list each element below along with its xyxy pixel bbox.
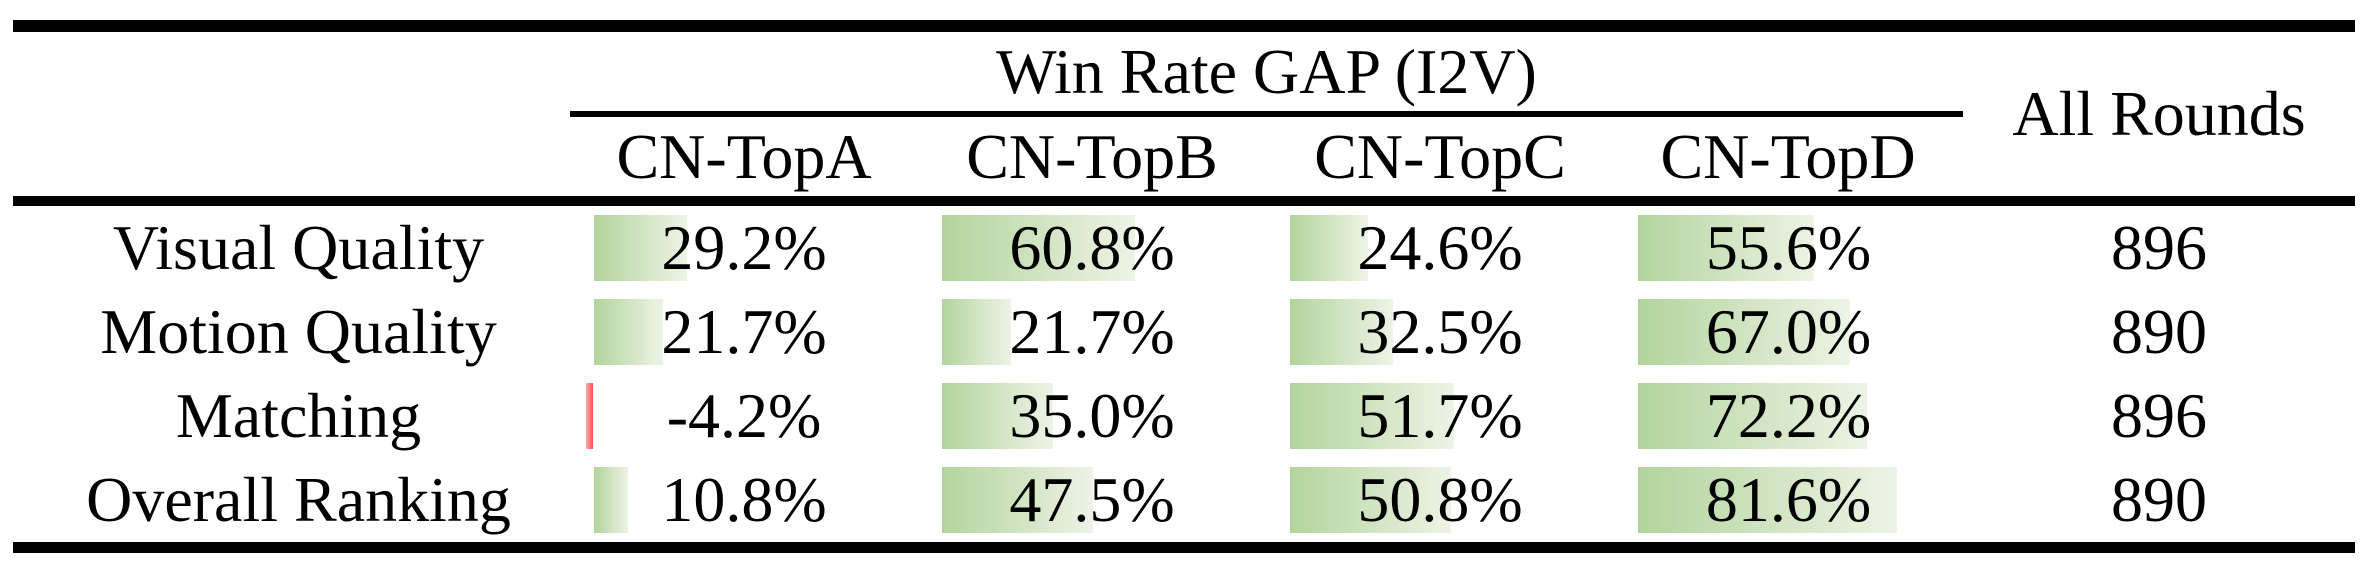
value-text: 29.2% xyxy=(661,212,827,283)
value-text: 21.7% xyxy=(1009,296,1175,367)
row-label: Overall Ranking xyxy=(86,464,511,535)
value-text: 10.8% xyxy=(661,464,827,535)
value-text: 51.7% xyxy=(1357,380,1523,451)
all-rounds-value: 896 xyxy=(2111,212,2207,283)
table-row-matching: Matching -4.2% 35.0% 51.7% 72.2% 896 xyxy=(13,374,2355,458)
column-header-cn-topa: CN-TopA xyxy=(616,120,872,192)
win-rate-bar xyxy=(1290,299,1393,365)
group-header-underline-rule xyxy=(570,111,1963,117)
win-rate-bar xyxy=(1638,215,1814,281)
win-rate-bar xyxy=(1638,383,1867,449)
bottom-rule xyxy=(13,542,2355,553)
win-rate-bar xyxy=(1638,299,1850,365)
value-text: 60.8% xyxy=(1009,212,1175,283)
win-rate-bar xyxy=(942,467,1093,533)
value-text: 21.7% xyxy=(661,296,827,367)
header-body-separator-rule xyxy=(13,196,2355,206)
value-cell: 32.5% xyxy=(1266,290,1614,374)
win-rate-bar xyxy=(594,299,663,365)
value-cell: 67.0% xyxy=(1614,290,1963,374)
win-rate-bar xyxy=(594,215,687,281)
table-row-overall-ranking: Overall Ranking 10.8% 47.5% 50.8% 81.6% … xyxy=(13,458,2355,542)
column-header-all-rounds: All Rounds xyxy=(2012,78,2306,149)
all-rounds-value: 890 xyxy=(2111,464,2207,535)
column-header-cn-topd: CN-TopD xyxy=(1660,120,1916,192)
value-cell: 60.8% xyxy=(918,206,1266,290)
top-rule xyxy=(13,20,2355,32)
value-text: -4.2% xyxy=(666,380,822,451)
value-cell: 21.7% xyxy=(570,290,918,374)
value-text: 55.6% xyxy=(1705,212,1872,283)
value-text: 67.0% xyxy=(1705,296,1872,367)
win-rate-bar xyxy=(1290,383,1454,449)
value-cell: 47.5% xyxy=(918,458,1266,542)
row-label: Visual Quality xyxy=(112,212,485,283)
all-rounds-cell: 890 xyxy=(1963,458,2355,542)
all-rounds-cell: 890 xyxy=(1963,290,2355,374)
table-body: Visual Quality 29.2% 60.8% 24.6% 55.6% 8… xyxy=(13,206,2355,542)
table-row-motion-quality: Motion Quality 21.7% 21.7% 32.5% 67.0% 8… xyxy=(13,290,2355,374)
win-rate-bar xyxy=(594,467,628,533)
column-header-cn-topc: CN-TopC xyxy=(1314,120,1566,192)
all-rounds-cell: 896 xyxy=(1963,206,2355,290)
value-text: 35.0% xyxy=(1009,380,1175,451)
value-text: 24.6% xyxy=(1357,212,1523,283)
value-cell: 24.6% xyxy=(1266,206,1614,290)
value-cell: 55.6% xyxy=(1614,206,1963,290)
win-rate-bar xyxy=(942,383,1053,449)
value-cell: 81.6% xyxy=(1614,458,1963,542)
win-rate-bar xyxy=(1290,215,1368,281)
win-rate-bar xyxy=(1290,467,1451,533)
all-rounds-value: 890 xyxy=(2111,296,2207,367)
value-text: 72.2% xyxy=(1705,380,1872,451)
value-cell: 51.7% xyxy=(1266,374,1614,458)
value-cell: 50.8% xyxy=(1266,458,1614,542)
column-header-cn-topb: CN-TopB xyxy=(966,120,1218,192)
value-cell: 72.2% xyxy=(1614,374,1963,458)
value-cell: -4.2% xyxy=(570,374,918,458)
win-rate-bar xyxy=(1638,467,1897,533)
win-rate-bar-negative xyxy=(586,383,593,449)
all-rounds-cell: 896 xyxy=(1963,374,2355,458)
value-cell: 35.0% xyxy=(918,374,1266,458)
win-rate-bar xyxy=(942,299,1011,365)
value-text: 47.5% xyxy=(1009,464,1175,535)
win-rate-bar xyxy=(942,215,1135,281)
group-header-win-rate-gap: Win Rate GAP (I2V) xyxy=(996,35,1537,107)
all-rounds-value: 896 xyxy=(2111,380,2207,451)
value-cell: 21.7% xyxy=(918,290,1266,374)
value-text: 81.6% xyxy=(1705,464,1872,535)
value-cell: 29.2% xyxy=(570,206,918,290)
column-header-row: CN-TopA CN-TopB CN-TopC CN-TopD xyxy=(570,117,1962,196)
row-label: Motion Quality xyxy=(100,296,497,367)
table-row-visual-quality: Visual Quality 29.2% 60.8% 24.6% 55.6% 8… xyxy=(13,206,2355,290)
value-cell: 10.8% xyxy=(570,458,918,542)
value-text: 32.5% xyxy=(1357,296,1523,367)
value-text: 50.8% xyxy=(1357,464,1523,535)
row-label: Matching xyxy=(175,380,422,451)
